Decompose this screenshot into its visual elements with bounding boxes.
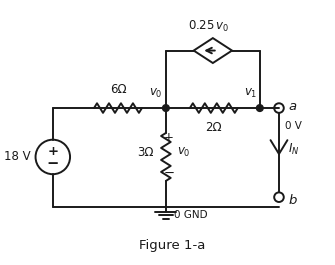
Text: 6Ω: 6Ω	[110, 83, 126, 96]
Text: 0 V: 0 V	[285, 121, 302, 131]
Text: 0 GND: 0 GND	[174, 210, 207, 220]
Text: 18 V: 18 V	[4, 151, 31, 164]
Text: +: +	[47, 145, 58, 158]
Text: +: +	[164, 131, 174, 144]
Text: −: −	[163, 167, 174, 180]
Text: 2Ω: 2Ω	[205, 121, 222, 134]
Text: −: −	[47, 156, 59, 171]
Text: $v_0$: $v_0$	[149, 87, 163, 100]
Text: $0.25\,v_0$: $0.25\,v_0$	[188, 19, 228, 34]
Text: $a$: $a$	[288, 100, 297, 113]
Text: $v_0$: $v_0$	[178, 145, 191, 159]
Text: Figure 1-a: Figure 1-a	[139, 238, 206, 251]
Text: $b$: $b$	[288, 193, 297, 207]
Circle shape	[257, 105, 263, 111]
Text: 3Ω: 3Ω	[137, 146, 153, 159]
Circle shape	[162, 105, 169, 111]
Text: $v_1$: $v_1$	[244, 87, 257, 100]
Text: $I_N$: $I_N$	[288, 142, 299, 157]
